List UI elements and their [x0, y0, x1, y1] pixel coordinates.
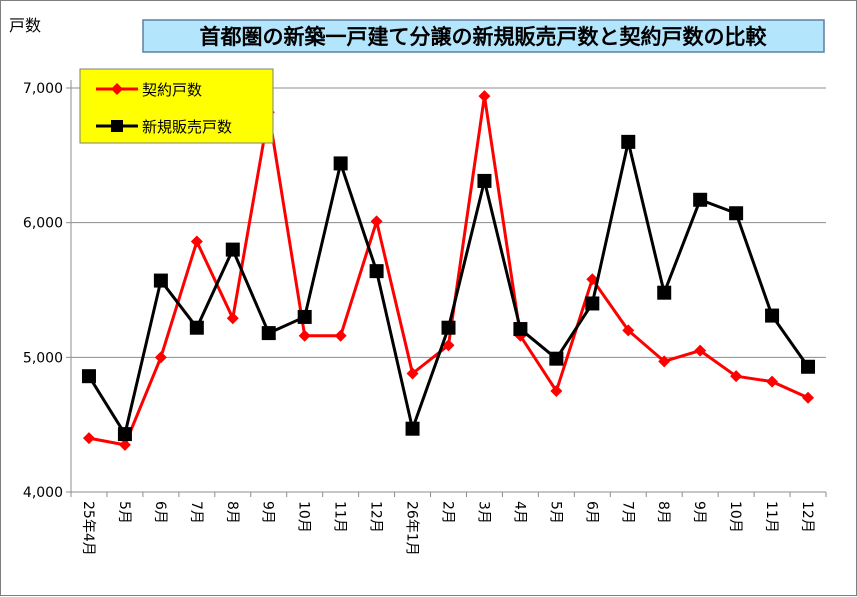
x-tick-label: 6月 — [152, 501, 168, 524]
x-tick-labels: 25年4月 5月 6月 7月 8月 9月 10月 11月 12月 26年1月 2月 3月 4月 5月 6月 7… — [80, 501, 815, 556]
data-point-diamond — [550, 385, 563, 397]
x-tick-label: 3月 — [475, 501, 491, 524]
data-point-square — [369, 264, 384, 279]
x-tick-label: 9月 — [691, 501, 707, 524]
data-point-square — [297, 309, 312, 324]
x-tick-label: 6月 — [583, 501, 599, 524]
x-tick-label: 5月 — [116, 501, 132, 524]
x-tick-label: 4月 — [511, 501, 527, 524]
x-tick-label: 5月 — [547, 501, 563, 524]
data-point-square — [441, 320, 456, 335]
data-point-diamond — [658, 355, 671, 368]
x-tick-label: 7月 — [619, 501, 635, 524]
data-point-square — [693, 192, 708, 207]
x-tick-label: 26年1月 — [404, 501, 420, 556]
x-tick-label: 9月 — [260, 501, 276, 524]
data-point-diamond — [226, 312, 239, 325]
y-tick-label: 4,000 — [23, 485, 63, 501]
data-point-diamond — [82, 432, 95, 445]
data-point-square — [189, 320, 204, 335]
data-point-diamond — [442, 339, 455, 352]
data-point-square — [225, 242, 240, 257]
chart-title: 首都圏の新築一戸建て分譲の新規販売戸数と契約戸数の比較 — [200, 25, 768, 49]
y-axis-label: 戸数 — [9, 16, 41, 35]
data-point-diamond — [298, 329, 311, 342]
x-tick-label: 7月 — [188, 501, 204, 524]
data-point-diamond — [190, 235, 203, 248]
series-line-0 — [88, 94, 809, 447]
legend-label: 契約戸数 — [142, 81, 202, 99]
data-point-square — [585, 296, 600, 311]
data-point-diamond — [154, 351, 167, 364]
x-tick-label: 12月 — [799, 501, 815, 533]
y-tick-labels: 4,000 5,000 6,000 7,000 — [23, 81, 63, 501]
x-tick-label: 11月 — [332, 501, 348, 533]
data-point-square — [621, 134, 636, 149]
data-point-square — [513, 322, 528, 337]
data-point-square — [81, 369, 96, 384]
data-point-diamond — [694, 344, 707, 357]
series-line-1 — [87, 140, 810, 436]
axes — [66, 80, 827, 497]
data-point-square — [153, 273, 168, 288]
data-point-square — [117, 427, 132, 442]
data-point-square — [333, 156, 348, 171]
data-point-diamond — [730, 370, 743, 383]
chart-title-box — [142, 19, 825, 53]
y-tick-label: 7,000 — [23, 81, 63, 97]
data-point-diamond — [802, 391, 815, 404]
legend-marker-diamond — [111, 83, 123, 95]
data-point-square — [405, 421, 420, 436]
data-point-square — [765, 308, 780, 323]
x-tick-label: 10月 — [727, 501, 743, 533]
data-point-square — [477, 173, 492, 188]
x-tick-label: 2月 — [440, 501, 456, 524]
data-point-diamond — [406, 367, 419, 380]
data-point-diamond — [622, 324, 635, 337]
legend-marker-square — [111, 120, 123, 132]
data-point-diamond — [766, 375, 779, 388]
x-tick-label: 8月 — [655, 501, 671, 524]
data-point-square — [261, 326, 276, 341]
y-tick-label: 6,000 — [23, 216, 63, 232]
series-layer — [81, 90, 816, 451]
legend-label: 新規販売戸数 — [142, 118, 232, 136]
data-point-square — [729, 206, 744, 221]
data-point-diamond — [334, 329, 347, 342]
data-point-square — [801, 359, 816, 374]
data-point-diamond — [586, 273, 599, 286]
x-tick-label: 8月 — [224, 501, 240, 524]
data-point-square — [657, 285, 672, 300]
x-tick-label: 25年4月 — [80, 501, 96, 556]
y-tick-label: 5,000 — [23, 350, 63, 366]
x-tick-label: 10月 — [296, 501, 312, 533]
data-point-diamond — [370, 215, 383, 228]
x-tick-label: 11月 — [763, 501, 779, 533]
data-point-square — [549, 351, 564, 366]
x-tick-label: 12月 — [368, 501, 384, 533]
data-point-diamond — [478, 90, 491, 103]
data-point-diamond — [118, 438, 131, 451]
